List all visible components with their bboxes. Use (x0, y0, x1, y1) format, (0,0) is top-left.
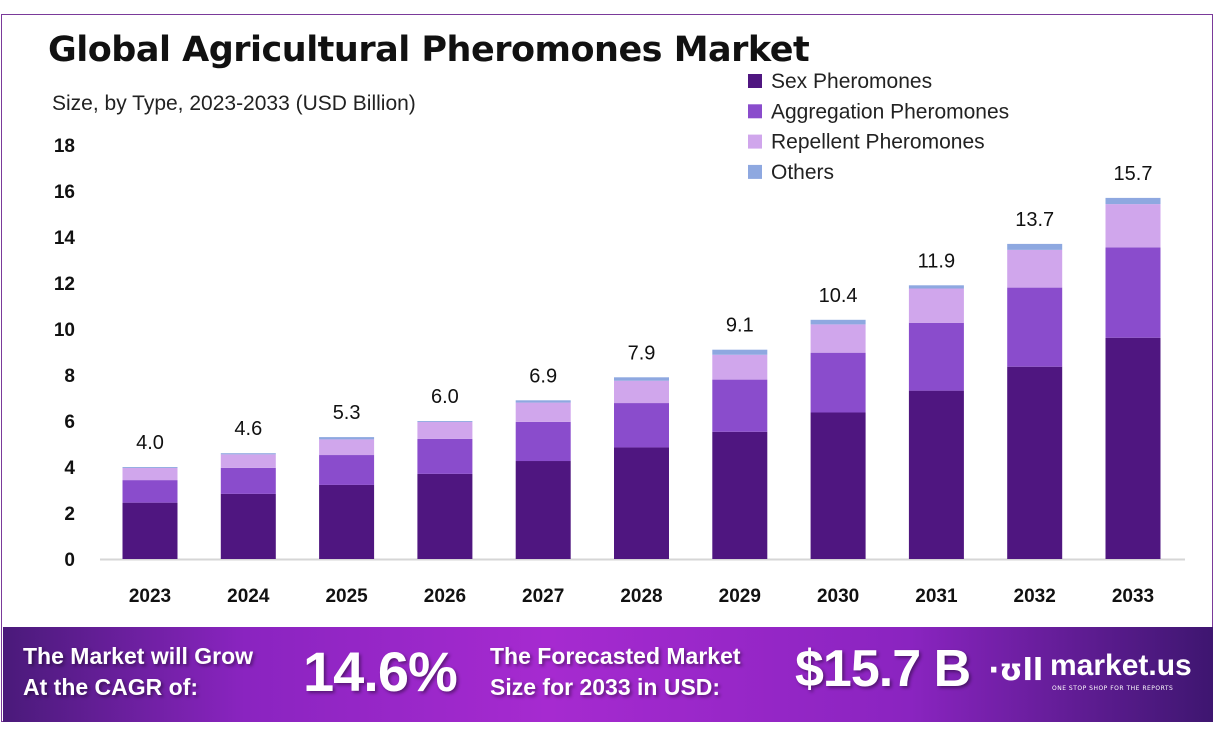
cagr-label: The Market will Grow At the CAGR of: (23, 641, 253, 703)
total-data-label: 13.7 (1015, 209, 1054, 231)
bar-segment-others (810, 319, 866, 325)
forecast-label-line2: Size for 2033 in USD: (490, 674, 721, 700)
cagr-label-line1: The Market will Grow (23, 643, 254, 669)
legend-swatch (748, 74, 762, 88)
total-data-label: 15.7 (1114, 163, 1153, 185)
bar-segment-aggregation-pheromones (712, 379, 768, 432)
bar-segment-sex-pheromones (220, 493, 276, 559)
legend-swatch (748, 134, 762, 149)
total-data-label: 6.9 (529, 365, 557, 387)
bar-segment-sex-pheromones (1007, 366, 1063, 559)
bar-segment-repellent-pheromones (417, 421, 473, 439)
x-tick-label: 2026 (424, 586, 466, 607)
bar-segment-others (515, 400, 571, 403)
bar-segment-sex-pheromones (515, 461, 571, 559)
bar-segment-sex-pheromones (712, 431, 768, 559)
x-tick-label: 2029 (719, 586, 761, 607)
y-tick-label: 10 (54, 320, 75, 341)
legend-swatch (748, 104, 762, 119)
bar-segment-repellent-pheromones (319, 439, 375, 456)
bar-segment-sex-pheromones (122, 502, 178, 559)
bar-segment-aggregation-pheromones (417, 438, 473, 474)
bar-segment-others (220, 453, 276, 455)
bar-segment-repellent-pheromones (220, 454, 276, 468)
x-tick-label: 2033 (1112, 586, 1154, 607)
x-tick-label: 2027 (522, 586, 564, 607)
bar-segment-sex-pheromones (417, 473, 473, 559)
x-tick-label: 2024 (227, 586, 270, 607)
bar-segment-others (712, 349, 768, 355)
bar-segment-others (417, 421, 473, 422)
y-tick-label: 2 (64, 504, 75, 525)
y-tick-label: 18 (54, 136, 75, 157)
bar-segment-aggregation-pheromones (319, 455, 375, 485)
bar-segment-sex-pheromones (908, 390, 964, 559)
bar-segment-others (122, 467, 178, 468)
bar-segment-aggregation-pheromones (810, 352, 866, 413)
forecast-value: $15.7 B (795, 640, 971, 698)
y-tick-label: 16 (54, 182, 75, 203)
chart-subtitle: Size, by Type, 2023-2033 (USD Billion) (52, 92, 416, 115)
bar-segment-aggregation-pheromones (122, 480, 178, 503)
total-data-label: 6.0 (431, 386, 459, 408)
bar-segment-sex-pheromones (319, 484, 375, 559)
bar-segment-sex-pheromones (614, 447, 669, 559)
legend-label: Aggregation Pheromones (771, 100, 1009, 123)
bar-segment-others (614, 377, 669, 381)
x-tick-label: 2028 (620, 586, 662, 607)
chart-title: Global Agricultural Pheromones Market (48, 30, 810, 70)
x-tick-label: 2031 (915, 586, 958, 607)
bar-segment-others (319, 437, 375, 440)
bar-segment-repellent-pheromones (1105, 204, 1161, 248)
bar-segment-sex-pheromones (810, 412, 866, 559)
bar-segment-sex-pheromones (1105, 337, 1161, 559)
legend-label: Others (771, 161, 834, 184)
bar-segment-others (1105, 197, 1161, 205)
legend-swatch (748, 164, 762, 179)
cagr-label-line2: At the CAGR of: (23, 674, 199, 700)
bar-segment-aggregation-pheromones (515, 421, 571, 462)
forecast-label: The Forecasted Market Size for 2033 in US… (490, 641, 741, 703)
bar-segment-repellent-pheromones (810, 324, 866, 353)
bar-segment-aggregation-pheromones (614, 403, 669, 448)
y-tick-label: 12 (54, 274, 75, 295)
logo-name: market.us (1050, 649, 1192, 682)
legend-label: Repellent Pheromones (771, 131, 985, 154)
logo-tagline: ONE STOP SHOP FOR THE REPORTS (1052, 685, 1174, 692)
bar-segment-others (908, 285, 964, 289)
total-data-label: 4.0 (136, 432, 164, 454)
total-data-label: 7.9 (628, 342, 656, 364)
total-data-label: 5.3 (333, 402, 361, 424)
bar-segment-repellent-pheromones (515, 402, 571, 422)
stacked-bar-chart: 0 2 4 6 8 10 12 14 16 18 4.0 2023 4.6 2024 5.3 2025 6.0 2… (54, 70, 1185, 607)
forecast-label-line1: The Forecasted Market (490, 643, 741, 669)
x-tick-label: 2032 (1014, 586, 1056, 607)
y-tick-label: 14 (54, 228, 76, 249)
bar-segment-aggregation-pheromones (1007, 287, 1063, 367)
x-tick-label: 2023 (129, 586, 171, 607)
bar-segment-repellent-pheromones (122, 467, 178, 481)
y-tick-label: 4 (64, 458, 75, 479)
bar-segment-aggregation-pheromones (220, 467, 276, 494)
cagr-value: 14.6% (303, 640, 458, 703)
y-tick-label: 0 (64, 550, 75, 571)
total-data-label: 4.6 (234, 418, 262, 440)
bar-segment-others (1007, 243, 1063, 250)
bar-segment-repellent-pheromones (712, 354, 768, 380)
x-tick-label: 2030 (817, 586, 859, 607)
y-tick-label: 6 (64, 412, 75, 433)
x-tick-label: 2025 (325, 586, 368, 607)
legend-label: Sex Pheromones (771, 70, 932, 93)
y-tick-label: 8 (64, 366, 75, 387)
total-data-label: 11.9 (918, 250, 955, 272)
summary-banner: The Market will Grow At the CAGR of: 14.6… (3, 627, 1213, 722)
bar-segment-repellent-pheromones (908, 288, 964, 323)
bar-segment-aggregation-pheromones (1105, 247, 1161, 338)
bar-segment-repellent-pheromones (1007, 249, 1063, 288)
logo-mark-icon: ·ʊll (988, 653, 1044, 688)
total-data-label: 10.4 (819, 285, 858, 307)
bar-segment-aggregation-pheromones (908, 322, 964, 391)
total-data-label: 9.1 (726, 315, 754, 337)
bar-segment-repellent-pheromones (614, 380, 669, 404)
